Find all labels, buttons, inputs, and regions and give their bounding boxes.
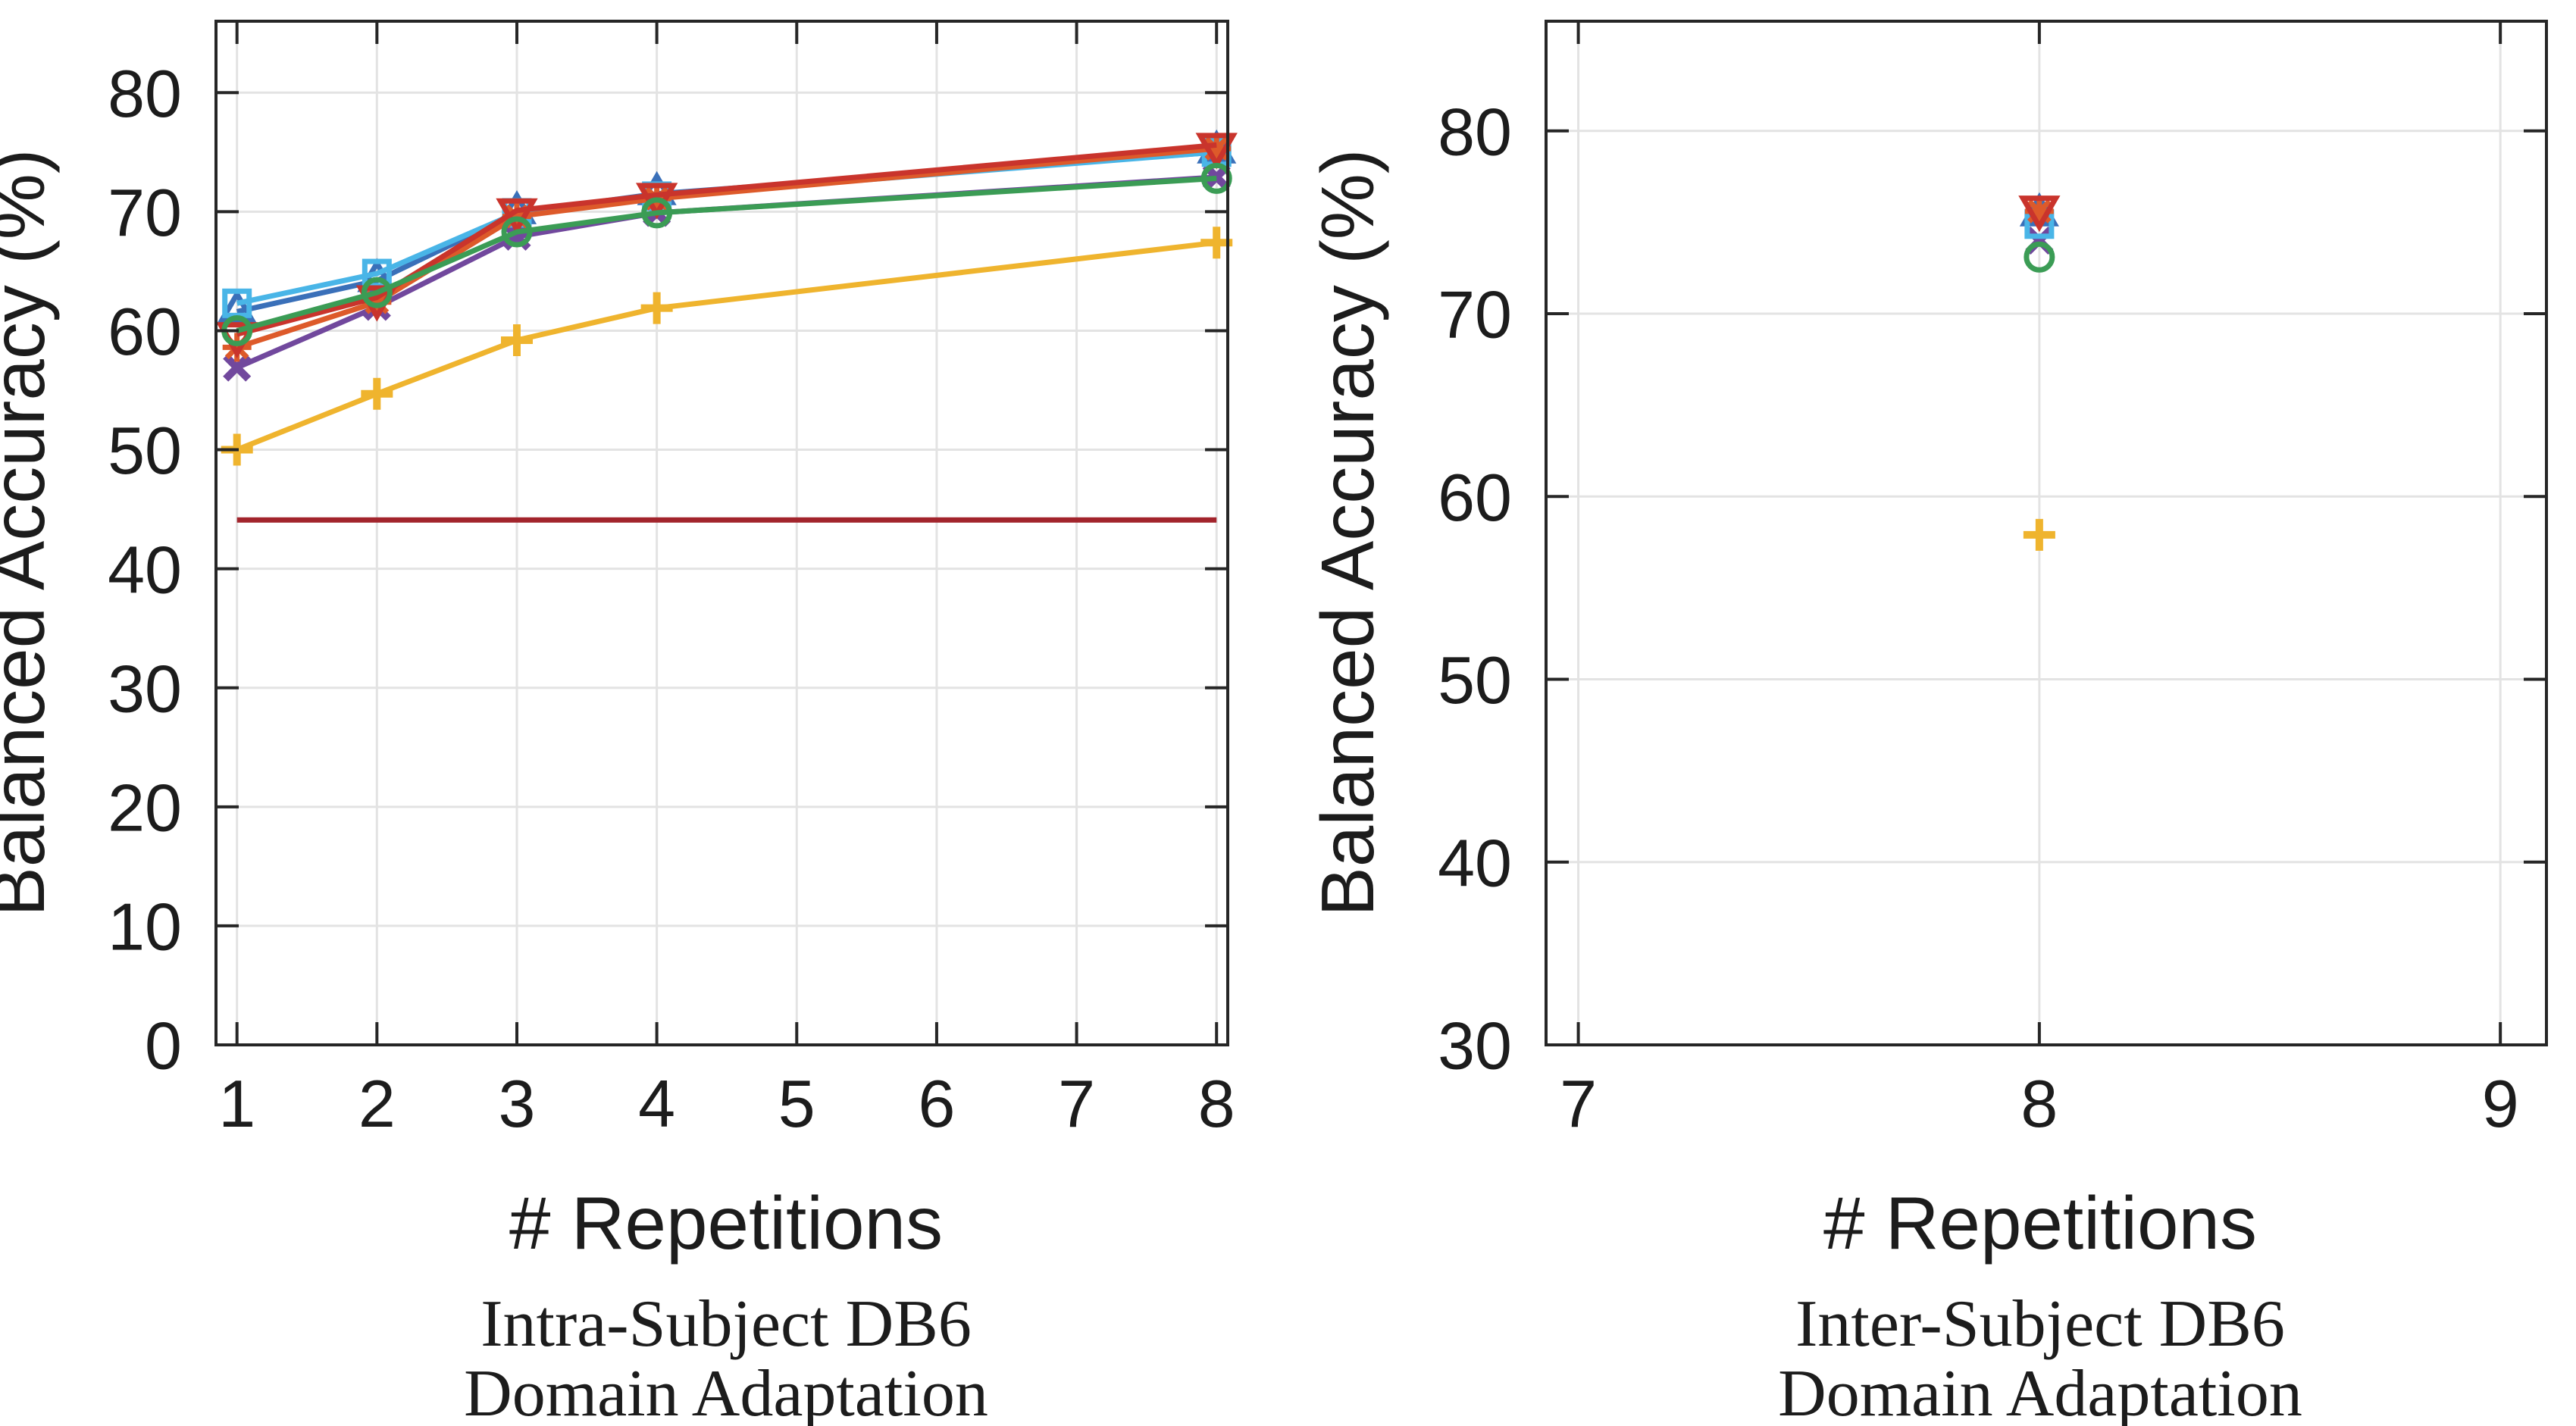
y-tick-label: 80 <box>108 56 182 131</box>
series-red-triangle-down <box>2018 195 2061 233</box>
right-y-axis-label: Balanced Accuracy (%) <box>1306 149 1389 916</box>
y-tick-label: 40 <box>108 532 182 607</box>
series-orange-asterisk <box>2024 196 2054 226</box>
axes-box <box>1545 20 2548 1046</box>
y-tick-label: 40 <box>1438 825 1512 900</box>
y-tick-label: 30 <box>108 651 182 726</box>
x-tick-label: 4 <box>638 1066 675 1141</box>
left-caption-line2: Domain Adaptation <box>464 1357 988 1426</box>
x-tick-label: 6 <box>918 1066 955 1141</box>
y-tick-label: 0 <box>145 1009 182 1084</box>
y-tick-label: 10 <box>108 890 182 965</box>
tick-marks <box>1546 21 2546 1046</box>
series-green-circle <box>221 162 1232 346</box>
x-tick-label: 3 <box>499 1066 536 1141</box>
series-yellow-plus <box>2023 518 2055 551</box>
right-caption-line2: Domain Adaptation <box>1778 1357 2302 1426</box>
axes-box <box>214 20 1229 1046</box>
series-group <box>216 129 1238 523</box>
x-tick-label: 2 <box>358 1066 396 1141</box>
y-tick-label: 50 <box>1438 643 1512 718</box>
series-green-circle <box>2024 241 2055 273</box>
tick-labels: 7 8 9 30 40 50 60 70 80 <box>1438 94 2519 1141</box>
inter-subject-panel: 7 8 9 30 40 50 60 70 80 <box>1438 20 2548 1141</box>
x-tick-label: 7 <box>1058 1066 1095 1141</box>
y-tick-label: 60 <box>1438 460 1512 535</box>
left-x-axis-label: # Repetitions <box>509 1181 943 1265</box>
x-tick-label: 7 <box>1560 1066 1597 1141</box>
series-group <box>2018 192 2061 551</box>
y-tick-label: 70 <box>1438 277 1512 352</box>
x-tick-label: 9 <box>2482 1066 2519 1141</box>
x-tick-label: 8 <box>2020 1066 2058 1141</box>
y-tick-label: 50 <box>108 413 182 488</box>
x-tick-label: 5 <box>778 1066 815 1141</box>
x-tick-label: 8 <box>1198 1066 1235 1141</box>
left-caption-line1: Intra-Subject DB6 <box>480 1287 972 1361</box>
left-y-axis-label: Balanced Accuracy (%) <box>0 149 60 916</box>
y-tick-label: 80 <box>1438 94 1512 169</box>
y-tick-label: 20 <box>108 770 182 845</box>
y-tick-label: 30 <box>1438 1009 1512 1084</box>
tick-marks <box>216 21 1228 1046</box>
right-x-axis-label: # Repetitions <box>1823 1181 2257 1265</box>
y-tick-label: 60 <box>108 294 182 369</box>
y-tick-label: 70 <box>108 175 182 250</box>
series-yellow-plus <box>221 227 1233 466</box>
right-caption-line1: Inter-Subject DB6 <box>1795 1287 2285 1361</box>
x-tick-label: 1 <box>218 1066 255 1141</box>
